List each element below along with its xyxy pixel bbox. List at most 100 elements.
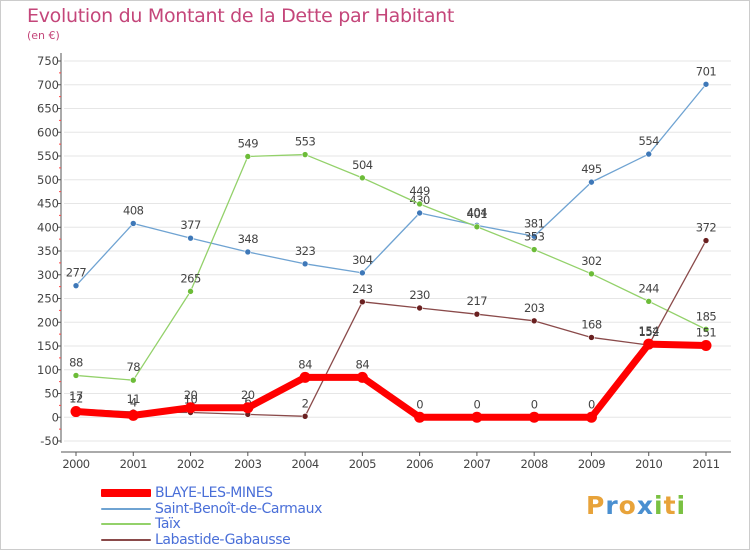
data-label: 372 — [696, 221, 717, 235]
data-label: 549 — [238, 136, 259, 150]
data-point — [530, 317, 538, 325]
data-point — [588, 178, 595, 186]
logo-letter: o — [618, 491, 637, 520]
data-label: 304 — [352, 253, 373, 267]
x-tick-label: 2007 — [463, 457, 490, 471]
data-label: 377 — [180, 218, 201, 232]
data-point — [645, 298, 653, 305]
data-point — [700, 340, 712, 352]
data-point — [702, 80, 710, 88]
data-point — [187, 288, 194, 295]
legend-swatch — [101, 523, 151, 525]
data-point — [301, 151, 309, 158]
data-point — [301, 412, 309, 420]
data-label: 0 — [473, 397, 480, 411]
data-label: 353 — [524, 230, 545, 244]
y-tick-label: 750 — [37, 54, 59, 68]
data-point — [301, 260, 309, 268]
data-label: 230 — [409, 288, 430, 302]
data-label: 20 — [184, 388, 198, 402]
x-tick-label: 2011 — [692, 457, 719, 471]
y-tick-label: 700 — [37, 78, 59, 92]
data-point — [416, 304, 423, 312]
data-point — [70, 406, 82, 418]
y-tick-label: 150 — [37, 339, 59, 353]
data-point — [299, 371, 311, 383]
legend-swatch — [101, 508, 151, 510]
data-label: 151 — [696, 326, 717, 340]
data-point — [473, 223, 481, 231]
data-label: 20 — [241, 388, 255, 402]
y-tick-label: 350 — [37, 244, 59, 258]
data-label: 495 — [581, 162, 602, 176]
data-label: 243 — [352, 282, 373, 296]
data-point — [528, 411, 540, 423]
data-point — [244, 153, 252, 160]
y-tick-label: 450 — [37, 197, 59, 211]
data-label: 554 — [639, 134, 660, 148]
data-point — [416, 200, 423, 208]
y-tick-label: 250 — [37, 292, 59, 306]
data-point — [588, 334, 595, 341]
data-label: 277 — [66, 266, 87, 280]
data-label: 4 — [130, 395, 137, 409]
x-tick-label: 2003 — [234, 457, 261, 471]
x-tick-label: 2000 — [62, 457, 89, 471]
data-point — [187, 234, 194, 242]
data-point — [643, 338, 655, 350]
data-label: 0 — [416, 397, 423, 411]
series-line — [72, 340, 710, 421]
data-label: 0 — [588, 397, 595, 411]
data-point — [244, 248, 252, 256]
data-label: 2 — [302, 396, 309, 410]
logo-letter: x — [636, 491, 654, 520]
data-point — [702, 237, 710, 244]
data-label: 84 — [356, 357, 370, 371]
data-label: 430 — [409, 193, 430, 207]
x-tick-label: 2009 — [578, 457, 605, 471]
legend-label: Saint-Benoît-de-Carmaux — [155, 501, 322, 517]
data-label: 12 — [69, 392, 83, 406]
data-point — [471, 411, 483, 423]
data-label: 401 — [467, 207, 488, 221]
data-label: 168 — [581, 317, 602, 331]
y-tick-label: 100 — [37, 363, 59, 377]
data-label: 78 — [126, 360, 140, 374]
x-tick-label: 2004 — [291, 457, 318, 471]
data-label: 6 — [244, 394, 251, 408]
data-point — [645, 150, 653, 158]
data-label: 244 — [639, 281, 660, 295]
data-label: 11 — [126, 392, 140, 406]
data-label: 10 — [184, 393, 198, 407]
data-label: 323 — [295, 244, 316, 258]
logo-letter: P — [586, 491, 606, 520]
x-tick-label: 2002 — [177, 457, 204, 471]
data-point — [414, 411, 426, 423]
data-point — [530, 232, 538, 240]
y-tick-label: 650 — [37, 102, 59, 116]
data-point — [72, 282, 80, 289]
data-label: 504 — [352, 158, 373, 172]
data-point — [129, 376, 137, 384]
data-label: 0 — [531, 397, 538, 411]
data-point — [185, 402, 197, 414]
data-label: 217 — [467, 294, 488, 308]
x-tick-label: 2008 — [521, 457, 548, 471]
y-tick-label: -50 — [40, 434, 59, 448]
legend-swatch — [101, 539, 151, 541]
data-label: 381 — [524, 216, 545, 230]
x-tick-label: 2006 — [406, 457, 433, 471]
data-label: 348 — [238, 232, 259, 246]
data-point — [702, 326, 710, 333]
data-label: 265 — [180, 271, 201, 285]
data-label: 17 — [69, 389, 83, 403]
data-label: 701 — [696, 64, 717, 78]
data-point — [359, 269, 366, 277]
data-point — [585, 411, 597, 423]
legend-label: Labastide-Gabausse — [155, 532, 291, 548]
data-label: 84 — [298, 357, 312, 371]
data-point — [242, 402, 254, 414]
data-point — [127, 409, 139, 421]
data-label: 154 — [639, 324, 660, 338]
data-label: 152 — [639, 325, 660, 339]
